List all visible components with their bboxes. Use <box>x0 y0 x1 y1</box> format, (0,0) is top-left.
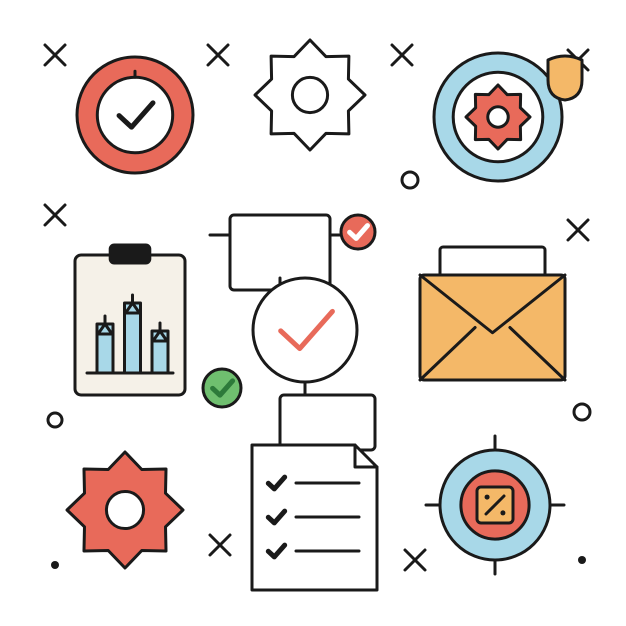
clipboard-chart-icon <box>75 245 185 395</box>
security-gear-icon <box>434 53 582 181</box>
infographic-canvas <box>0 0 626 626</box>
center-check-icon <box>253 278 357 382</box>
envelope-icon <box>420 247 565 380</box>
status-dot-green-icon <box>203 369 241 407</box>
gear-icon <box>255 40 365 150</box>
status-dot-red-icon <box>341 215 375 249</box>
target-icon <box>426 436 564 574</box>
clock-check-icon <box>77 57 193 173</box>
gear-red-icon <box>67 452 183 568</box>
checklist-icon <box>252 445 377 590</box>
